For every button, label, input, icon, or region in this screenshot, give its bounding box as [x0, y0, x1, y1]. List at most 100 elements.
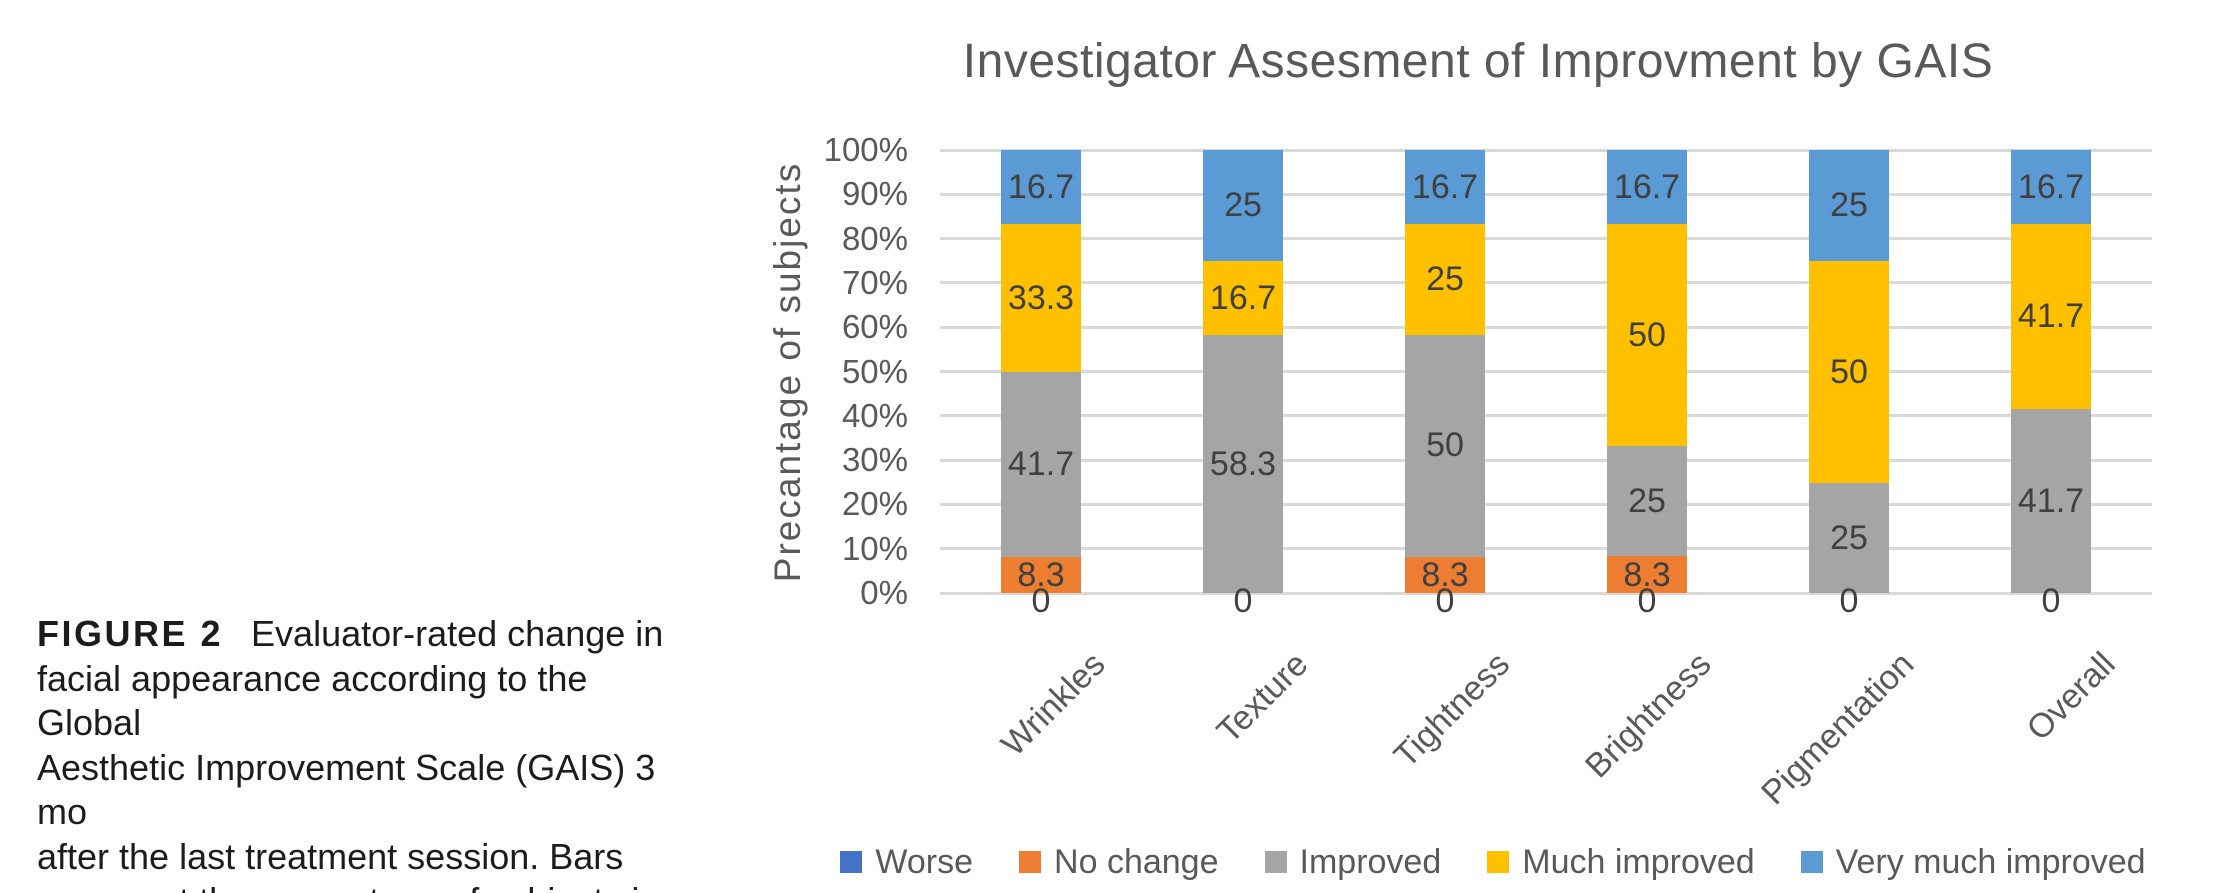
caption-line: Aesthetic Improvement Scale (GAIS) 3 mo	[37, 746, 697, 835]
legend-swatch-icon	[840, 851, 863, 873]
x-category-label: Pigmentation	[1753, 645, 1921, 813]
legend-item: Very much improved	[1800, 842, 2146, 882]
x-category-label: Brightness	[1578, 645, 1719, 786]
caption-line: FIGURE 2 Evaluator-rated change in	[37, 612, 697, 657]
bar-segment	[1001, 372, 1081, 557]
legend-swatch-icon	[1019, 851, 1042, 873]
zero-value-label: 0	[1233, 582, 1253, 620]
legend-item: Worse	[840, 843, 973, 882]
legend-label: Much improved	[1522, 842, 1755, 881]
bar-segment	[1607, 224, 1687, 446]
legend-item: Improved	[1264, 842, 1442, 882]
segment-value-label: 8.3	[1421, 556, 1469, 594]
x-category-label: Texture	[1209, 645, 1315, 751]
segment-value-label: 25	[1830, 186, 1868, 224]
segment-value-label: 33.3	[1007, 279, 1075, 317]
caption-text: Evaluator-rated change in	[251, 613, 664, 654]
chart-title: Investigator Assesment of Improvment by …	[962, 35, 1994, 88]
segment-value-label: 41.7	[2017, 482, 2085, 520]
segment-value-label: 16.7	[1007, 168, 1075, 206]
y-tick-label: 40%	[841, 397, 908, 434]
caption-line: facial appearance according to the Globa…	[37, 657, 697, 746]
legend: Worse No change Improved Much improved Very …	[760, 840, 2226, 884]
y-tick-label: 70%	[841, 264, 908, 301]
gridline	[940, 414, 2152, 417]
bar-segment	[1809, 482, 1889, 593]
legend-swatch-icon	[1800, 851, 1823, 873]
segment-value-label: 50	[1426, 426, 1464, 464]
segment-value-label: 50	[1628, 316, 1666, 354]
zero-value-label: 0	[2041, 582, 2061, 620]
caption-line: after the last treatment session. Bars	[37, 835, 697, 880]
bar-segment	[1001, 224, 1081, 372]
segment-value-label: 16.7	[1209, 279, 1277, 317]
legend-label: Very much improved	[1835, 842, 2146, 881]
bar-segment	[2011, 224, 2091, 409]
gridline	[940, 149, 2152, 152]
segment-value-label: 41.7	[2017, 297, 2085, 335]
zero-value-label: 0	[1637, 582, 1657, 620]
legend-item: Much improved	[1487, 842, 1755, 882]
bar-segment	[1405, 335, 1485, 557]
bar-segment	[1001, 556, 1081, 593]
segment-value-label: 16.7	[1411, 168, 1479, 206]
bar-segment	[1405, 224, 1485, 335]
x-category-label: Overall	[2019, 645, 2123, 749]
caption-text: after the last treatment session. Bars	[37, 835, 624, 877]
y-tick-label: 50%	[841, 353, 908, 390]
zero-value-label: 0	[1031, 582, 1051, 620]
segment-value-label: 8.3	[1017, 556, 1065, 594]
bar-segment	[1809, 150, 1889, 261]
caption-line: represent the percentage of subjects in	[37, 879, 697, 893]
legend-item: No change	[1019, 843, 1219, 882]
bar-segment	[1607, 556, 1687, 593]
caption-text: represent the percentage of subjects in	[37, 880, 659, 893]
segment-value-label: 16.7	[2017, 168, 2085, 206]
y-tick-label: 0%	[860, 574, 908, 611]
y-tick-label: 20%	[841, 485, 908, 522]
y-tick-label: 80%	[841, 220, 908, 257]
legend-swatch-icon	[1264, 851, 1287, 873]
segment-value-label: 41.7	[1007, 445, 1075, 483]
segment-value-label: 25	[1426, 260, 1464, 298]
y-tick-label: 10%	[841, 530, 908, 567]
caption-text: facial appearance according to the Globa…	[37, 657, 588, 744]
gridline	[940, 237, 2152, 240]
segment-value-label: 50	[1830, 353, 1868, 391]
gridline	[940, 459, 2152, 462]
gridline	[940, 193, 2152, 196]
figure-caption: FIGURE 2 Evaluator-rated change in facial …	[37, 612, 697, 893]
gridline	[940, 370, 2152, 373]
zero-value-label: 0	[1435, 582, 1455, 620]
segment-value-label: 25	[1628, 482, 1666, 520]
legend-label: Improved	[1299, 842, 1442, 881]
x-category-label: Tightness	[1386, 645, 1517, 776]
segment-value-label: 25	[1830, 519, 1868, 557]
x-category-label: Wrinkles	[994, 645, 1113, 764]
caption-text: Aesthetic Improvement Scale (GAIS) 3 mo	[37, 746, 656, 833]
gridline	[940, 281, 2152, 284]
y-tick-label: 30%	[841, 441, 908, 478]
bar-segment	[1607, 445, 1687, 556]
bar-segment	[1405, 150, 1485, 224]
y-tick-label: 90%	[841, 175, 908, 212]
bar-segment	[1203, 261, 1283, 335]
gridline	[940, 592, 2152, 595]
gridline	[940, 547, 2152, 550]
bar-segment	[2011, 150, 2091, 224]
y-tick-label: 100%	[823, 131, 908, 168]
bar-segment	[1203, 150, 1283, 261]
segment-value-label: 8.3	[1623, 556, 1671, 594]
legend-label: Worse	[875, 842, 974, 881]
segment-value-label: 58.3	[1209, 445, 1277, 483]
figure-number-label: FIGURE 2	[37, 613, 224, 654]
bar-segment	[1203, 335, 1283, 593]
bar-segment	[1405, 556, 1485, 593]
bar-segment	[2011, 408, 2091, 593]
gridline	[940, 326, 2152, 329]
segment-value-label: 16.7	[1613, 168, 1681, 206]
bar-segment	[1809, 261, 1889, 483]
legend-swatch-icon	[1487, 851, 1510, 873]
gridline	[940, 503, 2152, 506]
